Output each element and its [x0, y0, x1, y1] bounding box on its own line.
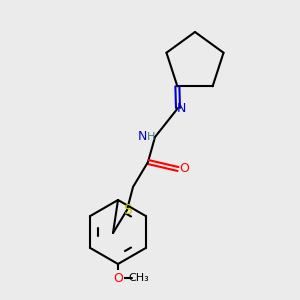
- Text: H: H: [147, 132, 155, 142]
- Text: N: N: [137, 130, 147, 143]
- Text: CH₃: CH₃: [129, 273, 149, 283]
- Text: S: S: [123, 203, 131, 217]
- Text: O: O: [113, 272, 123, 284]
- Text: O: O: [179, 163, 189, 176]
- Text: N: N: [176, 103, 186, 116]
